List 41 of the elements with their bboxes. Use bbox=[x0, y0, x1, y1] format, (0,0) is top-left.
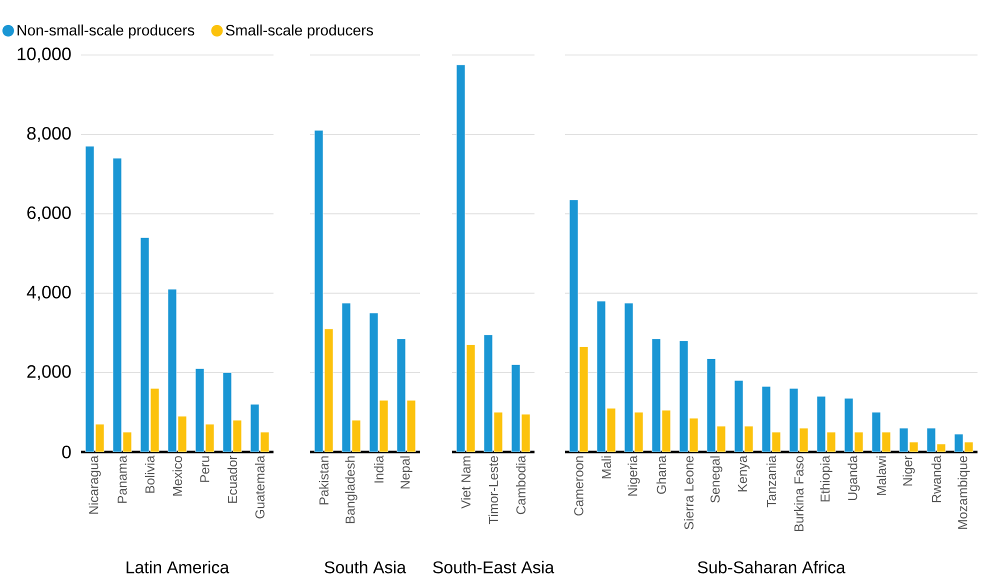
x-tick-label: Burkina Faso bbox=[794, 456, 804, 532]
x-tick-label: Nepal bbox=[400, 456, 412, 488]
y-tick-label: 2,000 bbox=[27, 365, 71, 380]
x-tick-label: Mozambique bbox=[958, 456, 970, 529]
x-tick-label: Ecuador bbox=[227, 456, 238, 503]
x-tick-label: Cambodia bbox=[516, 456, 526, 514]
x-tick-label: Pakistan bbox=[318, 456, 329, 504]
x-tick-label: Senegal bbox=[710, 456, 722, 503]
x-tick-label: Uganda bbox=[848, 456, 860, 500]
x-tick-label: Kenya bbox=[738, 456, 750, 492]
y-tick-label: 8,000 bbox=[27, 126, 71, 142]
x-tick-label: Cameroon bbox=[574, 456, 584, 516]
x-tick-label: Peru bbox=[200, 456, 210, 482]
x-tick-label: Malawi bbox=[876, 456, 886, 495]
x-axis-title: South-East Asia bbox=[433, 560, 554, 574]
y-tick-label: 10,000 bbox=[18, 48, 71, 62]
y-tick-label: 4,000 bbox=[26, 286, 71, 301]
x-tick-label: India bbox=[374, 456, 384, 483]
x-tick-label: Tanzania bbox=[766, 456, 776, 508]
x-tick-label: Bolivia bbox=[144, 456, 155, 493]
legend-label: Non-small-scale producers bbox=[18, 24, 194, 39]
legend-label: Small-scale producers bbox=[226, 24, 373, 39]
x-tick-label: Nigeria bbox=[628, 456, 640, 496]
y-tick-label: 6,000 bbox=[27, 206, 71, 222]
x-tick-label: Ghana bbox=[656, 456, 666, 494]
x-tick-label: Niger bbox=[902, 456, 915, 486]
x-tick-label: Panama bbox=[118, 456, 127, 503]
x-axis-title: Sub-Saharan Africa bbox=[698, 560, 846, 574]
x-axis-title: South Asia bbox=[324, 560, 406, 574]
x-tick-label: Bangladesh bbox=[345, 456, 358, 524]
x-tick-label: Mexico bbox=[172, 456, 182, 496]
x-tick-label: Nicaragua bbox=[88, 456, 101, 514]
y-tick-label: 0 bbox=[62, 446, 71, 458]
x-tick-label: Ethiopia bbox=[820, 456, 832, 502]
x-tick-label: Viet Nam bbox=[460, 456, 471, 509]
x-axis-title: Latin America bbox=[126, 560, 230, 574]
x-tick-label: Mali bbox=[601, 456, 612, 478]
x-tick-label: Guatemala bbox=[254, 456, 265, 518]
x-tick-label: Sierra Leone bbox=[684, 456, 694, 530]
x-tick-label: Rwanda bbox=[931, 456, 942, 502]
x-tick-label: Timor-Leste bbox=[488, 456, 498, 524]
